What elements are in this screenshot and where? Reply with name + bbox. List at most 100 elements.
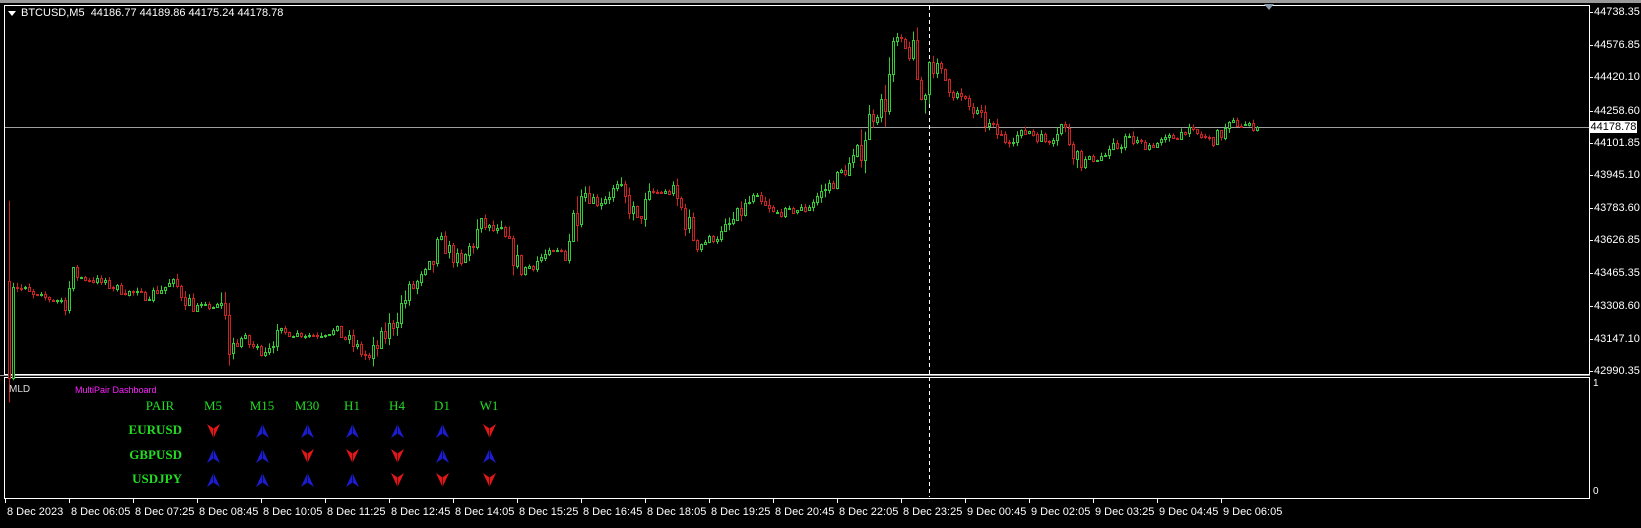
bull-candle (784, 208, 787, 217)
up-arrow-icon (207, 448, 220, 463)
indicator-subwindow[interactable] (4, 377, 1590, 499)
bear-candle (1220, 130, 1223, 138)
bear-candle (1204, 136, 1207, 138)
bull-candle (736, 208, 739, 221)
bear-candle (508, 236, 511, 239)
time-tick (325, 498, 326, 503)
bull-candle (440, 236, 443, 240)
price-label: 44420.10 (1594, 71, 1640, 83)
bull-candle (268, 348, 271, 353)
bear-candle (660, 192, 663, 194)
bull-candle (1108, 149, 1111, 156)
up-arrow-icon (346, 473, 359, 487)
price-label: 43626.85 (1594, 234, 1640, 246)
bull-candle (616, 184, 619, 189)
bull-candle (292, 336, 295, 338)
bear-candle (344, 337, 347, 340)
bull-candle (1232, 120, 1235, 123)
bear-candle (140, 291, 143, 293)
dashboard-header-h4: H4 (389, 398, 405, 413)
time-label: 8 Dec 18:05 (647, 506, 707, 518)
bull-candle (976, 110, 979, 114)
multipair-dashboard: PAIR M5 M15 M30 H1 H4 D1 W1 EURUSD GBPUSD USDJPY US… (0, 378, 600, 497)
bear-candle (952, 92, 955, 98)
bull-candle (1244, 124, 1247, 126)
time-tick (1029, 498, 1030, 503)
main-chart-area[interactable] (4, 5, 1590, 375)
subwindow-separator[interactable] (0, 375, 1590, 376)
bull-candle (500, 227, 503, 229)
bull-candle (544, 254, 547, 259)
bear-candle (884, 99, 887, 112)
bear-candle (156, 290, 159, 294)
bear-candle (712, 236, 715, 242)
time-label: 8 Dec 15:25 (519, 506, 579, 518)
bull-candle (1164, 137, 1167, 140)
bull-candle (732, 219, 735, 224)
bear-candle (1212, 137, 1215, 146)
time-label: 9 Dec 06:05 (1223, 506, 1283, 518)
bear-candle (944, 69, 947, 81)
bear-candle (768, 205, 771, 209)
bull-candle (324, 335, 327, 337)
bull-candle (924, 95, 927, 100)
bear-candle (368, 355, 371, 358)
bear-candle (360, 344, 363, 355)
bear-candle (772, 207, 775, 212)
bear-candle (1080, 151, 1083, 168)
bull-candle (796, 210, 799, 213)
bear-candle (460, 253, 463, 264)
bear-candle (512, 238, 515, 266)
up-arrow-icon (391, 424, 404, 438)
dropdown-triangle-icon[interactable] (8, 10, 16, 16)
bear-candle (980, 110, 983, 113)
bear-candle (1236, 120, 1239, 127)
bull-candle (700, 244, 703, 250)
bull-candle (304, 336, 307, 338)
time-label: 9 Dec 02:05 (1031, 506, 1091, 518)
bull-candle (56, 300, 59, 302)
time-tick (389, 498, 390, 503)
bull-candle (408, 284, 411, 301)
bull-candle (464, 254, 467, 263)
bull-candle (356, 344, 359, 347)
bull-candle (788, 208, 791, 210)
bear-candle (16, 287, 19, 289)
bull-candle (864, 140, 867, 161)
time-tick (1221, 498, 1222, 503)
up-arrow-icon (483, 448, 496, 463)
bull-candle (1128, 136, 1131, 138)
up-arrow-icon (301, 473, 314, 487)
bear-candle (300, 333, 303, 337)
chart-shift-marker-icon[interactable] (1264, 4, 1274, 10)
bear-candle (92, 280, 95, 283)
price-label: 43945.10 (1594, 169, 1640, 181)
down-arrow-icon (391, 473, 404, 487)
bear-candle (444, 236, 447, 254)
bull-candle (1136, 140, 1139, 143)
bull-candle (296, 333, 299, 337)
time-tick (837, 498, 838, 503)
bull-candle (648, 191, 651, 200)
bull-candle (672, 185, 675, 194)
bear-candle (504, 227, 507, 237)
bull-candle (168, 283, 171, 287)
price-label: 43783.60 (1594, 202, 1640, 214)
bear-candle (1152, 145, 1155, 148)
bear-candle (452, 245, 455, 263)
bull-candle (488, 225, 491, 228)
bull-candle (320, 336, 323, 338)
bull-candle (12, 287, 15, 379)
down-arrow-icon (436, 473, 449, 487)
time-label: 8 Dec 14:05 (455, 506, 515, 518)
time-label: 8 Dec 08:45 (199, 506, 259, 518)
down-arrow-icon (207, 424, 220, 438)
bull-candle (704, 242, 707, 245)
bear-candle (112, 287, 115, 289)
bear-candle (492, 225, 495, 231)
bear-candle (1192, 127, 1195, 130)
bear-candle (1064, 124, 1067, 128)
indicator-name: MLD (9, 384, 31, 395)
price-label: 42990.35 (1594, 365, 1640, 377)
bull-candle (748, 202, 751, 204)
